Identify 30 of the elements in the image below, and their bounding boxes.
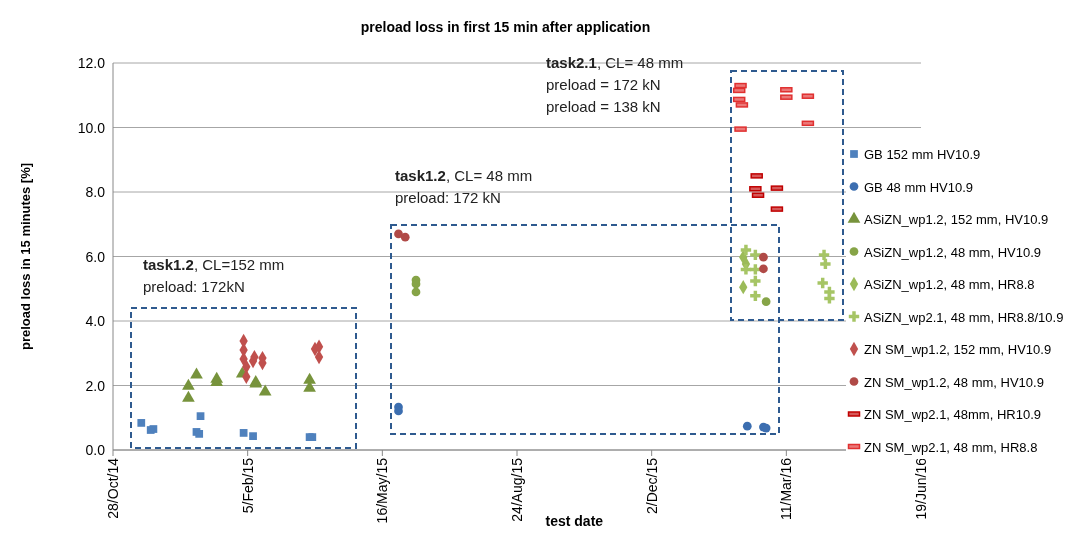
y-tick-label: 0.0 — [85, 442, 106, 458]
y-axis-title: preload loss in 15 minutes [%] — [18, 162, 33, 351]
x-tick-label: 19/Jun/16 — [913, 457, 929, 520]
y-tick-label: 12.0 — [77, 55, 106, 71]
legend-label: ASiZN_wp1.2, 48 mm, HV10.9 — [864, 244, 1042, 260]
x-tick-label: 28/Oct/14 — [105, 457, 121, 519]
legend-label: ASiZN_wp1.2, 152 mm, HV10.9 — [864, 212, 1049, 227]
annotation: task1.2, CL= 48 mm preload: 172 kN — [395, 167, 533, 206]
y-tick-label: 4.0 — [85, 313, 106, 329]
legend-label: ZN SM_wp2.1, 48mm, HR10.9 — [864, 407, 1042, 422]
x-tick-label: 5/Feb/15 — [239, 457, 256, 514]
x-axis-title: test date — [545, 513, 604, 529]
legend-label: ZN SM_wp1.2, 48 mm, HV10.9 — [864, 374, 1044, 390]
legend-label: GB 152 mm HV10.9 — [864, 147, 981, 162]
y-tick-label: 6.0 — [85, 248, 106, 265]
x-tick-label: 24/Aug/15 — [509, 457, 525, 522]
x-tick-label: 16/May/15 — [374, 457, 391, 524]
annotation: task1.2, CL=152 mm preload: 172kN — [143, 256, 285, 295]
chart-title: preload loss in first 15 min after application — [360, 19, 651, 35]
legend-label: ASiZN_wp2.1, 48 mm, HR8.8/10.9 — [864, 309, 1064, 325]
x-tick-label: 11/Mar/16 — [778, 457, 795, 520]
legend-label: GB 48 mm HV10.9 — [864, 179, 974, 195]
legend-label: ZN SM_wp2.1, 48 mm, HR8.8 — [864, 439, 1038, 455]
y-tick-label: 8.0 — [85, 184, 106, 200]
y-tick-label: 2.0 — [85, 377, 106, 394]
legend-label: ASiZN_wp1.2, 48 mm, HR8.8 — [864, 277, 1035, 292]
y-tick-label: 10.0 — [77, 119, 106, 136]
x-tick-label: 2/Dec/15 — [643, 457, 660, 515]
annotation: task2.1, CL= 48 mm preload = 172 kN preload = 138 kN — [546, 54, 684, 115]
legend-label: ZN SM_wp1.2, 152 mm, HV10.9 — [864, 342, 1052, 357]
